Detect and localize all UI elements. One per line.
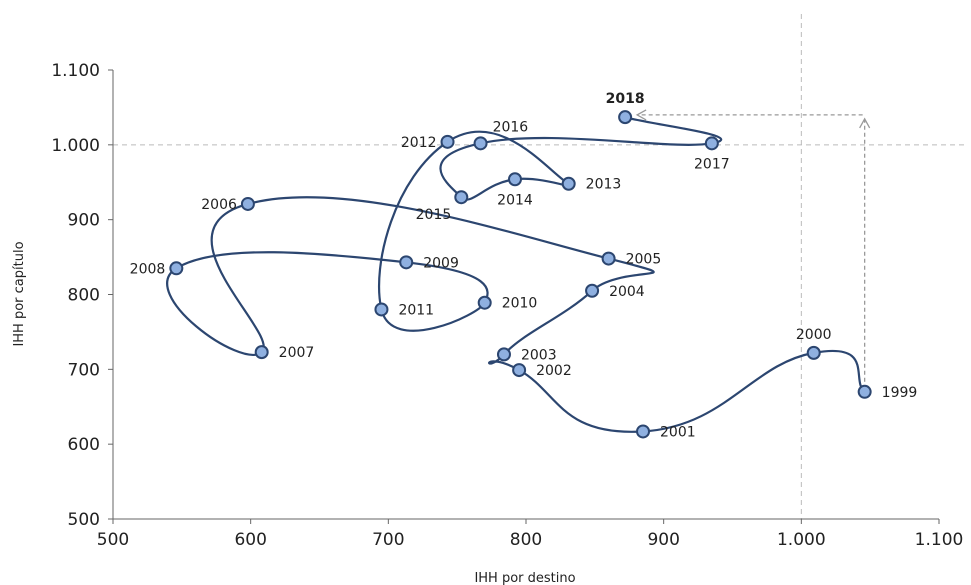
x-tick-label: 600 [234, 530, 266, 550]
data-point-1999 [857, 384, 872, 399]
x-tick-label: 700 [372, 530, 404, 550]
data-point-2002 [512, 363, 527, 378]
data-point-2010 [477, 295, 492, 310]
point-label-2012: 2012 [401, 135, 437, 151]
point-label-2009: 2009 [423, 255, 459, 271]
point-label-2007: 2007 [279, 345, 315, 361]
x-tick-label: 500 [97, 530, 129, 550]
data-point-2005 [601, 251, 616, 266]
data-point-2015 [454, 190, 469, 205]
y-axis-title: IHH por capítulo [12, 241, 27, 346]
point-label-2014: 2014 [497, 192, 533, 208]
x-tick-label: 900 [647, 530, 679, 550]
x-tick-label: 1.100 [915, 530, 964, 550]
point-label-2002: 2002 [536, 363, 572, 379]
data-point-2000 [806, 345, 821, 360]
point-label-2015: 2015 [416, 207, 452, 223]
data-point-2007 [254, 345, 269, 360]
point-label-2001: 2001 [660, 424, 696, 440]
data-point-2009 [399, 255, 414, 270]
y-tick-label: 1.100 [51, 61, 100, 81]
point-label-2004: 2004 [609, 284, 645, 300]
data-point-2018 [618, 110, 633, 125]
data-point-2017 [704, 136, 719, 151]
annotation-arrow [635, 109, 871, 382]
data-point-2008 [169, 261, 184, 276]
y-tick-label: 900 [68, 211, 100, 231]
data-point-2001 [636, 424, 651, 439]
y-tick-label: 700 [68, 360, 100, 380]
data-point-2013 [561, 176, 576, 191]
data-point-2004 [585, 283, 600, 298]
point-label-2003: 2003 [521, 347, 557, 363]
point-label-2011: 2011 [398, 302, 434, 318]
point-label-2017: 2017 [694, 156, 730, 172]
data-point-2011 [374, 302, 389, 317]
point-label-2008: 2008 [130, 261, 166, 277]
point-label-2005: 2005 [626, 252, 662, 268]
point-label-1999: 1999 [882, 385, 918, 401]
y-tick-label: 500 [68, 510, 100, 530]
reference-lines [113, 14, 968, 519]
data-point-2003 [496, 347, 511, 362]
point-label-2006: 2006 [201, 197, 237, 213]
x-tick-label: 800 [510, 530, 542, 550]
trajectory-path [166, 116, 866, 433]
y-tick-label: 600 [68, 435, 100, 455]
trajectory-line [166, 116, 866, 433]
point-label-2018: 2018 [606, 91, 645, 107]
point-label-2013: 2013 [586, 177, 622, 193]
data-point-2016 [473, 136, 488, 151]
x-tick-label: 1.000 [777, 530, 826, 550]
data-point-2014 [507, 172, 522, 187]
point-label-2000: 2000 [796, 327, 832, 343]
data-points [169, 110, 872, 439]
point-label-2010: 2010 [502, 296, 538, 312]
data-point-2012 [440, 134, 455, 149]
x-axis-title: IHH por destino [474, 571, 575, 585]
axes: 500 600 700 800 900 1.000 1.100 500 600 700 800 900… [51, 61, 963, 550]
point-label-2016: 2016 [493, 119, 529, 135]
y-tick-label: 800 [68, 286, 100, 306]
y-tick-label: 1.000 [51, 136, 100, 156]
data-point-2006 [240, 196, 255, 211]
